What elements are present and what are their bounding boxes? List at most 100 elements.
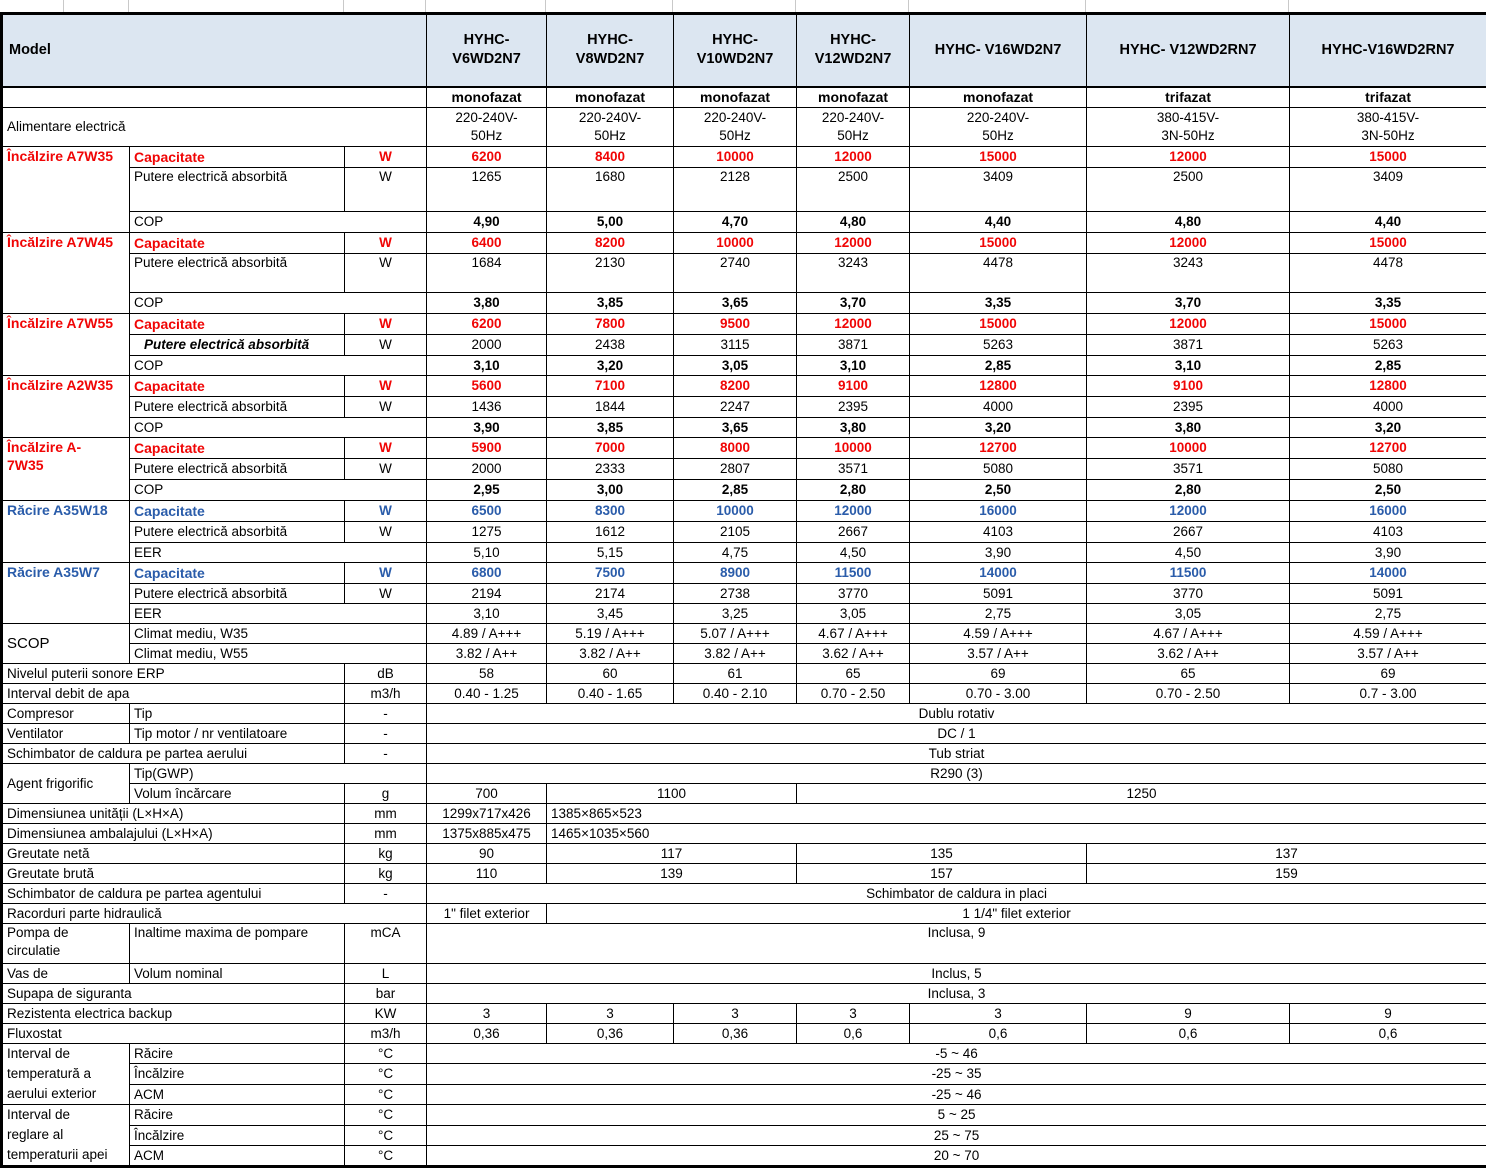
cell: 2500 [1087,168,1290,212]
cell: 1375x885x475 [427,824,547,844]
cell: 12700 [1290,438,1486,459]
cell: 4.67 / A+++ [797,624,910,644]
cell: 12000 [797,314,910,335]
cell: kg [345,864,427,884]
cell: 4000 [910,397,1087,418]
cell: 2174 [547,584,674,604]
cell: 3.62 / A++ [1087,644,1290,664]
cell: 1844 [547,397,674,418]
cell: 3.57 / A++ [910,644,1087,664]
cell: W [345,459,427,480]
cell: Capacitate [130,233,345,254]
cell: 3,65 [674,293,797,314]
cell: 2740 [674,254,797,293]
cell: Fluxostat [2,1024,345,1044]
cell: 11500 [797,563,910,584]
cell: Inclusa, 9 [427,924,1486,964]
gridline-tick [63,0,64,12]
cell: 12000 [797,147,910,168]
cell: 2395 [797,397,910,418]
cell: Volum încărcare [130,784,345,804]
cell: 3,05 [674,356,797,376]
cell: Schimbator de caldura pe partea agentulu… [2,884,345,904]
cell: 5,10 [427,543,547,563]
section-incalzire-a7w35: Încălzire A7W35 [2,147,130,233]
cell: 5263 [910,335,1087,356]
gridline-tick [425,0,426,12]
cell: 3,45 [547,604,674,624]
cell: EER [130,543,427,563]
cell: 0.70 - 3.00 [910,684,1087,704]
cell: 60 [547,664,674,684]
cell: W [345,314,427,335]
cell: 10000 [674,147,797,168]
cell: 12000 [797,501,910,522]
cell: Încălzire [130,1125,345,1146]
cell: 4478 [910,254,1087,293]
cell: 380-415V- 3N-50Hz [1087,108,1290,147]
cell: °C [345,1146,427,1167]
cell: 61 [674,664,797,684]
cell: 15000 [1290,233,1486,254]
cell: bar [345,984,427,1004]
cell: 5600 [427,376,547,397]
cell: Tub striat [427,744,1486,764]
cell: COP [130,356,427,376]
cell: 3,10 [797,356,910,376]
cell: 6200 [427,147,547,168]
cell: 110 [427,864,547,884]
cell: 1250 [797,784,1486,804]
table-row: Schimbator de caldura pe partea aerului-… [2,744,1486,764]
cell: Capacitate [130,147,345,168]
cell: 4,40 [1290,212,1486,233]
cell: 3115 [674,335,797,356]
section-interval-reglare-apa: Interval de reglare al temperaturii apei [2,1105,130,1167]
cell: 3 [674,1004,797,1024]
cell: W [345,233,427,254]
cell: 4,90 [427,212,547,233]
cell: 0.70 - 2.50 [1087,684,1290,704]
cell: 16000 [1290,501,1486,522]
cell: W [345,501,427,522]
cell: 15000 [1290,314,1486,335]
cell: 1385×865×523 [547,804,1486,824]
cell: EER [130,604,427,624]
cell: 65 [797,664,910,684]
cell: 3,90 [1290,543,1486,563]
gridline-tick [545,0,546,12]
cell: 5091 [910,584,1087,604]
cell: 2000 [427,459,547,480]
cell: COP [130,418,427,438]
cell: Putere electrică absorbită [130,459,345,480]
cell: 3409 [1290,168,1486,212]
cell: Răcire [130,1044,345,1064]
cell: 2105 [674,522,797,543]
section-incalzire-a7w45: Încălzire A7W45 [2,233,130,314]
gridline-tick [1085,0,1086,12]
cell: 2,75 [1290,604,1486,624]
cell: 3,90 [427,418,547,438]
cell: Putere electrică absorbită [130,522,345,543]
gridline-tick [128,0,129,12]
cell: - [345,884,427,904]
cell: 3,05 [797,604,910,624]
cell: trifazat [1290,87,1486,108]
cell: Dimensiunea ambalajului (L×H×A) [2,824,345,844]
cell: 10000 [674,501,797,522]
cell: 0.40 - 2.10 [674,684,797,704]
cell: ACM [130,1146,345,1167]
cell: Putere electrică absorbită [130,584,345,604]
cell: 15000 [1290,147,1486,168]
cell: Greutate netă [2,844,345,864]
cell: monofazat [797,87,910,108]
cell: monofazat [547,87,674,108]
cell: 0.7 - 3.00 [1290,684,1486,704]
